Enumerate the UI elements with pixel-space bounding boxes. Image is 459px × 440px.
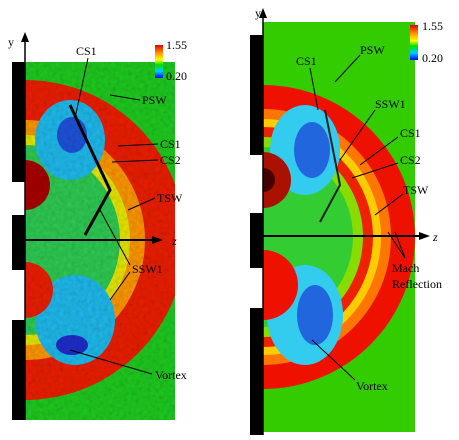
colorbar-label: 0.20 xyxy=(166,69,187,83)
annotation: Vortex xyxy=(155,368,187,382)
colorbar-label: 1.55 xyxy=(422,19,443,33)
axis-label: y xyxy=(255,6,261,20)
annotation: CS1 xyxy=(296,54,317,68)
annotation: Vortex xyxy=(356,379,388,393)
colorbar-label: 0.20 xyxy=(422,51,443,65)
annotation: PSW xyxy=(142,93,167,107)
left-panel: y z 1.55 0.20 CS1 PSW CS1 CS2 TSW SSW1 V… xyxy=(0,32,187,420)
annotation: Mach xyxy=(392,261,419,275)
annotation: SSW1 xyxy=(375,97,406,111)
figure: y z 1.55 0.20 CS1 PSW CS1 CS2 TSW SSW1 V… xyxy=(0,0,459,435)
axis-label: z xyxy=(171,234,177,248)
axis-label: z xyxy=(432,230,438,244)
annotation: PSW xyxy=(360,43,385,57)
annotation: CS1 xyxy=(160,137,181,151)
annotation: TSW xyxy=(157,191,183,205)
annotation: CS2 xyxy=(160,153,181,167)
axis-label: y xyxy=(8,35,14,49)
annotation: TSW xyxy=(403,183,429,197)
annotation: CS1 xyxy=(76,44,97,58)
colorbar-label: 1.55 xyxy=(166,38,187,52)
annotation: CS2 xyxy=(400,153,421,167)
annotation: CS1 xyxy=(400,126,421,140)
annotation: SSW1 xyxy=(132,262,163,276)
annotation: Reflection xyxy=(392,277,442,291)
